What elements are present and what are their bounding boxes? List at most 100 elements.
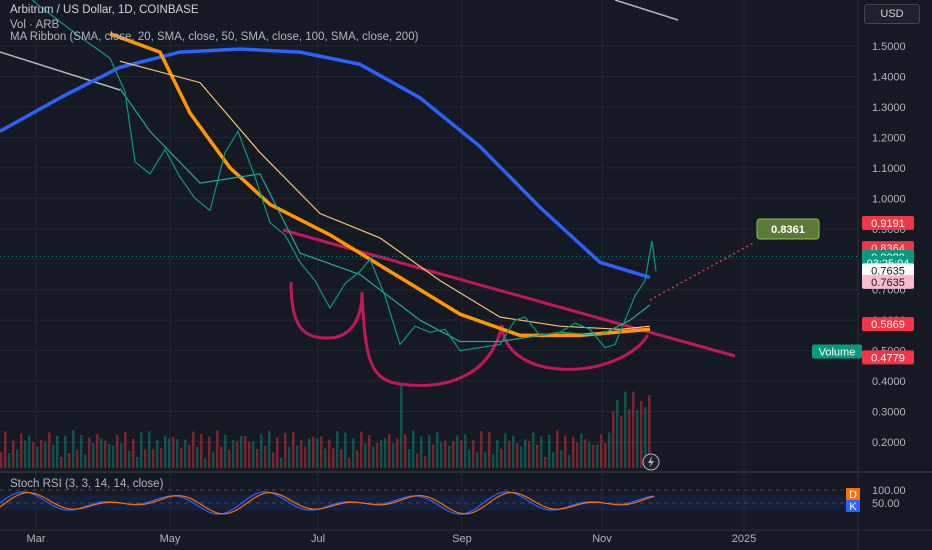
volume-bar (476, 452, 479, 468)
series-arb-price (31, 0, 657, 352)
volume-bar (516, 443, 519, 468)
volume-bar (92, 442, 95, 468)
volume-bar (448, 445, 451, 468)
volume-bar (600, 434, 603, 468)
volume-bar (340, 449, 343, 468)
volume-bar (284, 433, 287, 468)
series-sma-200 (0, 47, 651, 280)
volume-bar (196, 446, 199, 468)
volume-bar (320, 436, 323, 468)
volume-bar (592, 445, 595, 468)
chart-title: Arbitrum / US Dollar, 1D, COINBASE (10, 4, 199, 16)
volume-bar (504, 433, 507, 468)
volume-bar (312, 436, 315, 468)
stoch-tick-label: 50.00 (872, 498, 900, 510)
volume-bar (248, 441, 251, 468)
price-tag-bg (862, 350, 914, 365)
volume-bar (436, 432, 439, 468)
time-axis[interactable]: Mar May Jul Sep Nov 2025 (27, 533, 757, 545)
y-tick-label: 1.3000 (872, 102, 906, 114)
volume-bar (356, 450, 359, 468)
lightning-icon-glyph (648, 456, 654, 468)
series-lines (0, 0, 657, 352)
stoch-k-badge: K (849, 501, 857, 513)
stoch-d-line (0, 491, 655, 515)
volume-bar (108, 444, 111, 468)
volume-bar (264, 445, 267, 468)
y-tick-label: 0.2000 (872, 437, 906, 449)
volume-bar (484, 451, 487, 468)
volume-bar (564, 435, 567, 468)
volume-bar (520, 446, 523, 468)
volume-bar (20, 433, 23, 468)
y-tick-label: 1.4000 (872, 71, 906, 83)
volume-bar (328, 439, 331, 468)
trendline-top-left (0, 51, 121, 91)
volume-bar (168, 438, 171, 468)
volume-bar (544, 456, 547, 468)
volume-bar (432, 444, 435, 468)
volume-bar (460, 440, 463, 468)
trendline-top-right (614, 0, 679, 21)
volume-bar (468, 449, 471, 468)
volume-bar (56, 435, 59, 468)
volume-bar (256, 449, 259, 468)
volume-bar (416, 453, 419, 468)
volume-bar (496, 439, 499, 468)
volume-bar (88, 437, 91, 468)
volume-bar (400, 382, 403, 468)
x-tick-label: Jul (311, 533, 325, 545)
volume-bar (480, 431, 483, 468)
currency-button[interactable]: USD (864, 4, 920, 24)
x-tick-label: Mar (27, 533, 46, 545)
price-tags: 0.91910.83640.808003:25:040.76350.76350.… (642, 215, 914, 471)
series-sma-20 (119, 88, 651, 343)
volume-bar (376, 443, 379, 468)
volume-bar (292, 431, 295, 468)
volume-bar (8, 452, 11, 468)
volume-bar (164, 435, 167, 468)
volume-bar (140, 432, 143, 468)
price-tag-bg (862, 263, 914, 278)
volume-bar (280, 457, 283, 468)
volume-bar (304, 446, 307, 468)
volume-bar (512, 435, 515, 468)
volume-bar (52, 444, 55, 468)
volume-bar (68, 453, 71, 468)
price-tag: 0.9191 (871, 218, 905, 230)
volume-bar (532, 432, 535, 468)
volume-bar (456, 435, 459, 468)
volume-bar (192, 431, 195, 468)
volume-bar (576, 442, 579, 468)
volume-bar (136, 456, 139, 468)
x-tick-label: 2025 (732, 533, 756, 545)
volume-bar (12, 440, 15, 468)
volume-bar (60, 456, 63, 468)
ma-ribbon-legend: MA Ribbon (SMA, close, 20, SMA, close, 5… (10, 31, 419, 43)
volume-bar (540, 436, 543, 468)
volume-bar (148, 431, 151, 468)
volume-bar (0, 452, 3, 468)
volume-bar (552, 452, 555, 468)
volume-bar (84, 453, 87, 468)
series-sma-50 (119, 60, 651, 330)
volume-bar (588, 441, 591, 468)
volume-bar (16, 449, 19, 468)
volume-bar (412, 430, 415, 468)
price-tag-bg (862, 215, 914, 230)
volume-bar (232, 440, 235, 468)
price-tag: Volume (819, 347, 856, 359)
volume-bar (628, 409, 631, 468)
volume-legend: Vol · ARB (10, 19, 60, 31)
y-tick-label: 1.0000 (872, 193, 906, 205)
volume-bar (112, 445, 115, 468)
x-tick-label: May (160, 533, 181, 545)
volume-bar (556, 430, 559, 468)
volume-bar (156, 440, 159, 468)
volume-bar (180, 447, 183, 468)
volume-bar (64, 435, 67, 468)
volume-bar (396, 438, 399, 468)
stoch-band (0, 495, 858, 511)
volume-bar (452, 441, 455, 468)
